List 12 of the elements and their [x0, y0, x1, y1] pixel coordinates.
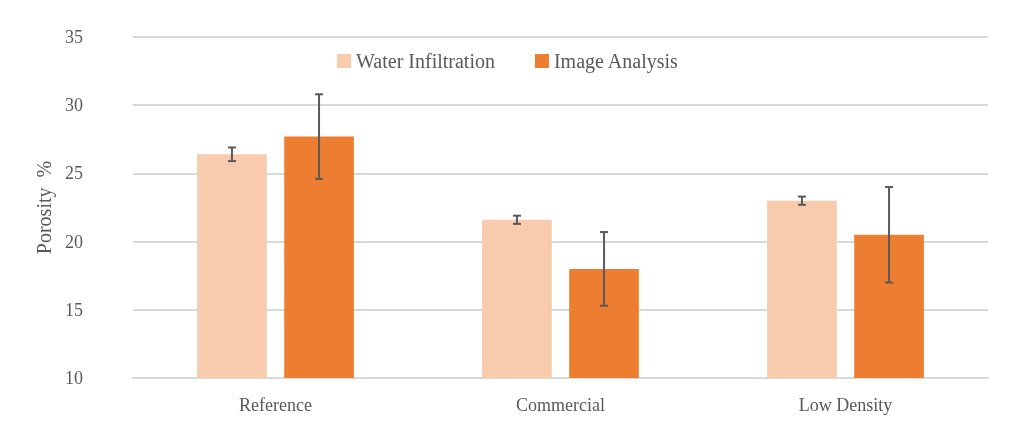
- x-tick-label: Commercial: [516, 395, 605, 415]
- y-axis-title: Porosity %: [33, 160, 57, 255]
- y-tick-label: 30: [65, 95, 83, 116]
- legend-label: Image Analysis: [553, 50, 679, 73]
- x-tick-label: Reference: [239, 395, 312, 415]
- x-tick-label: Low Density: [798, 395, 893, 415]
- y-tick-label: 35: [65, 27, 83, 47]
- y-tick-label: 15: [65, 299, 83, 320]
- y-tick-label: 25: [65, 163, 83, 184]
- y-tick-label: 10: [65, 368, 83, 388]
- legend-label: Water Infiltration: [356, 50, 495, 72]
- y-tick-label: 20: [65, 231, 83, 252]
